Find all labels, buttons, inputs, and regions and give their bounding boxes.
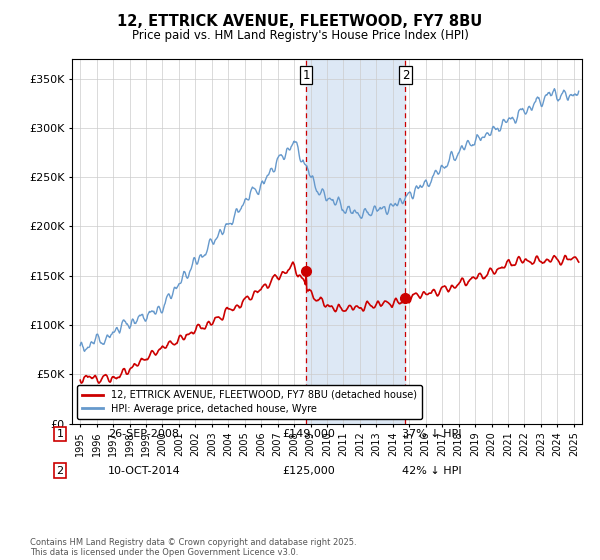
Text: 10-OCT-2014: 10-OCT-2014 bbox=[108, 465, 181, 475]
Text: 42% ↓ HPI: 42% ↓ HPI bbox=[402, 465, 461, 475]
Text: 1: 1 bbox=[302, 69, 310, 82]
Text: Price paid vs. HM Land Registry's House Price Index (HPI): Price paid vs. HM Land Registry's House … bbox=[131, 29, 469, 42]
Text: £149,000: £149,000 bbox=[282, 429, 335, 439]
Text: 2: 2 bbox=[402, 69, 409, 82]
Text: £125,000: £125,000 bbox=[282, 465, 335, 475]
Legend: 12, ETTRICK AVENUE, FLEETWOOD, FY7 8BU (detached house), HPI: Average price, det: 12, ETTRICK AVENUE, FLEETWOOD, FY7 8BU (… bbox=[77, 385, 422, 419]
Text: 2: 2 bbox=[56, 465, 64, 475]
Text: 1: 1 bbox=[56, 429, 64, 439]
Bar bbox=[306, 59, 406, 423]
Text: 12, ETTRICK AVENUE, FLEETWOOD, FY7 8BU: 12, ETTRICK AVENUE, FLEETWOOD, FY7 8BU bbox=[118, 14, 482, 29]
Text: Contains HM Land Registry data © Crown copyright and database right 2025.
This d: Contains HM Land Registry data © Crown c… bbox=[30, 538, 356, 557]
Text: 37% ↓ HPI: 37% ↓ HPI bbox=[402, 429, 461, 439]
Text: 26-SEP-2008: 26-SEP-2008 bbox=[108, 429, 179, 439]
